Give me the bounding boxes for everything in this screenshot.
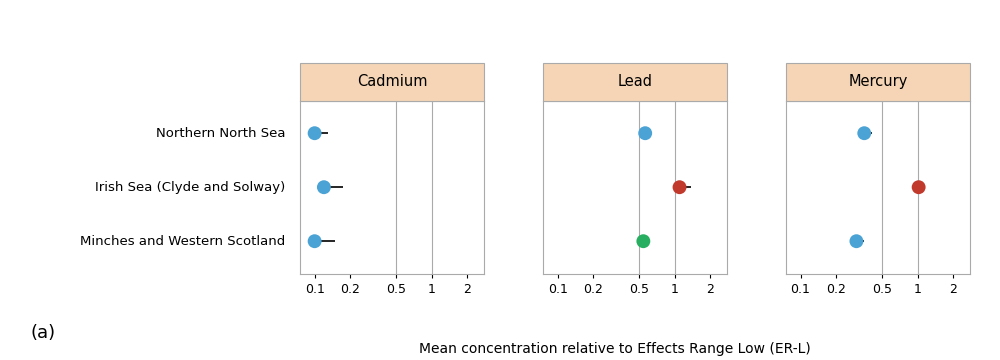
Text: Mercury: Mercury	[848, 74, 908, 89]
Point	[635, 238, 651, 244]
Text: Irish Sea (Clyde and Solway): Irish Sea (Clyde and Solway)	[95, 181, 285, 194]
FancyBboxPatch shape	[786, 63, 970, 101]
FancyBboxPatch shape	[543, 63, 727, 101]
Text: Cadmium: Cadmium	[357, 74, 427, 89]
Point	[672, 184, 688, 190]
Text: Minches and Western Scotland: Minches and Western Scotland	[80, 235, 285, 248]
Point	[637, 130, 653, 136]
Text: Mean concentration relative to Effects Range Low (ER-L): Mean concentration relative to Effects R…	[419, 342, 811, 356]
Text: Lead: Lead	[618, 74, 652, 89]
Point	[307, 130, 323, 136]
Point	[911, 184, 927, 190]
Point	[856, 130, 872, 136]
Text: (a): (a)	[30, 324, 55, 342]
Point	[307, 238, 323, 244]
Text: Northern North Sea: Northern North Sea	[156, 127, 285, 140]
FancyBboxPatch shape	[300, 63, 484, 101]
Point	[316, 184, 332, 190]
Point	[848, 238, 864, 244]
